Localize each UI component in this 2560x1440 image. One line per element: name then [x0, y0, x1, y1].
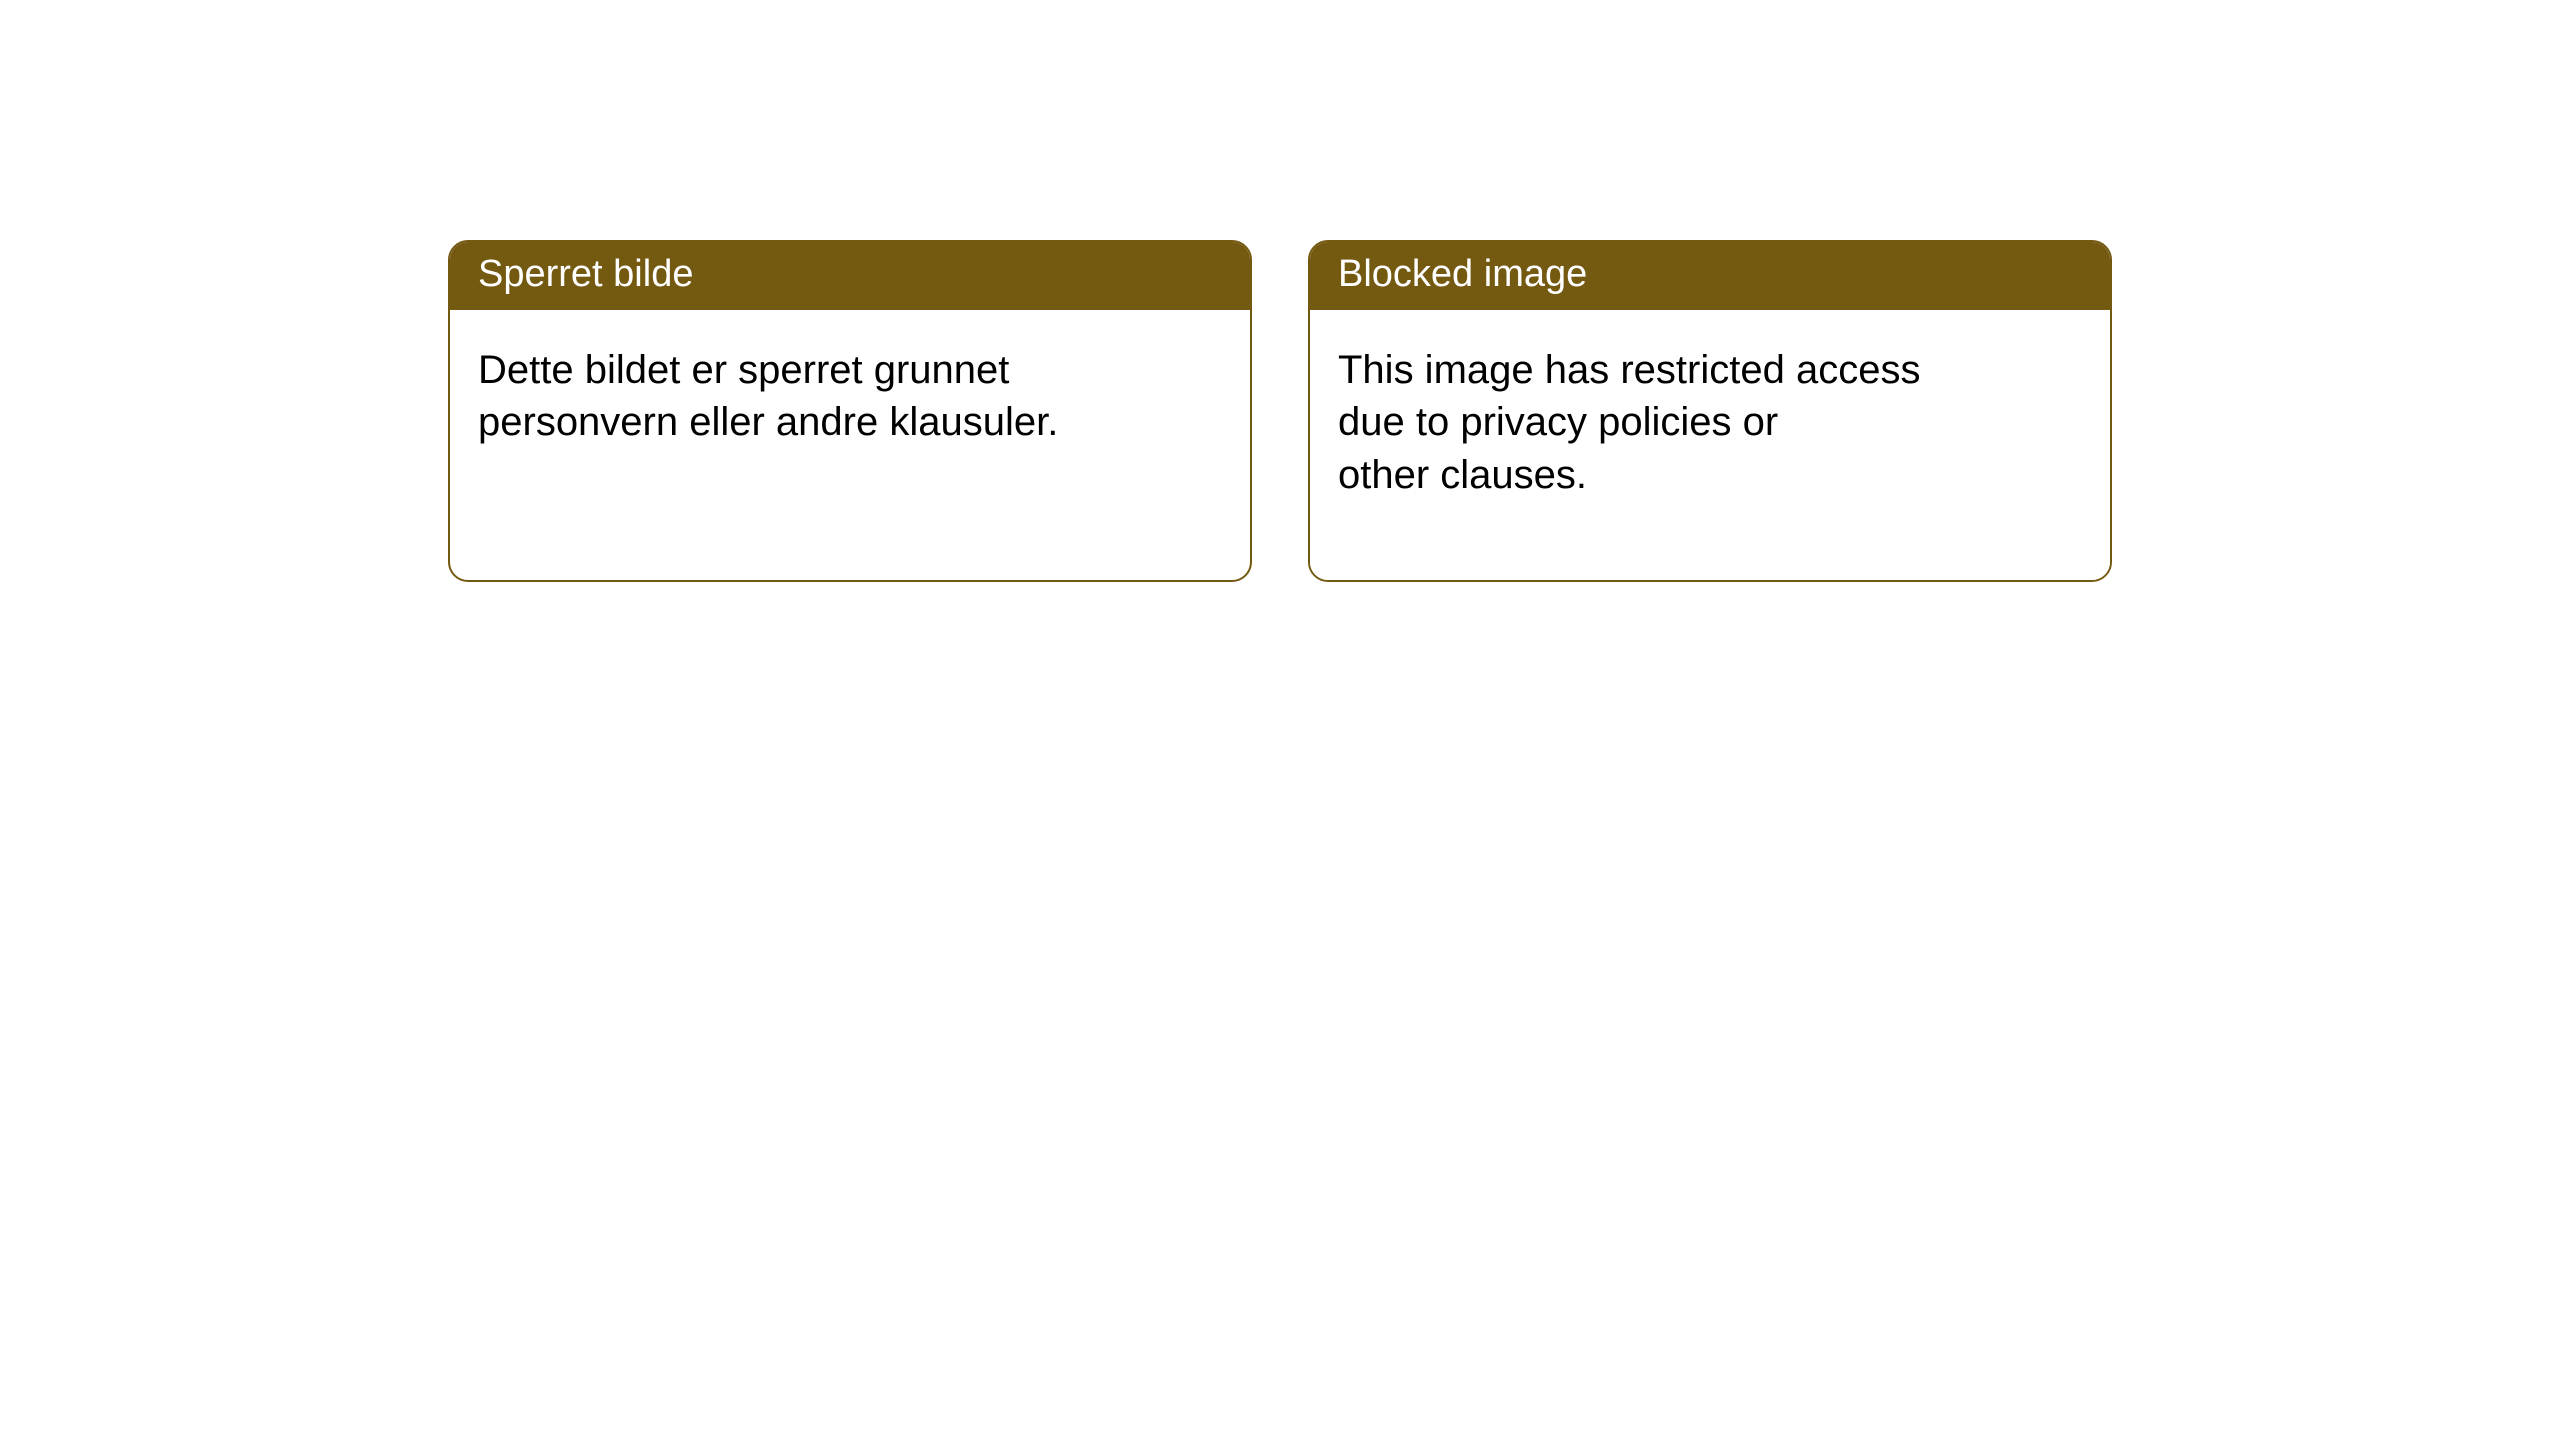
notice-card-norwegian: Sperret bilde Dette bildet er sperret gr…: [448, 240, 1252, 582]
notice-card-header: Blocked image: [1310, 242, 2110, 310]
notice-card-english: Blocked image This image has restricted …: [1308, 240, 2112, 582]
notice-card-header: Sperret bilde: [450, 242, 1250, 310]
notice-container: Sperret bilde Dette bildet er sperret gr…: [0, 0, 2560, 582]
notice-card-body: Dette bildet er sperret grunnet personve…: [450, 310, 1250, 528]
notice-card-body: This image has restricted access due to …: [1310, 310, 2110, 580]
